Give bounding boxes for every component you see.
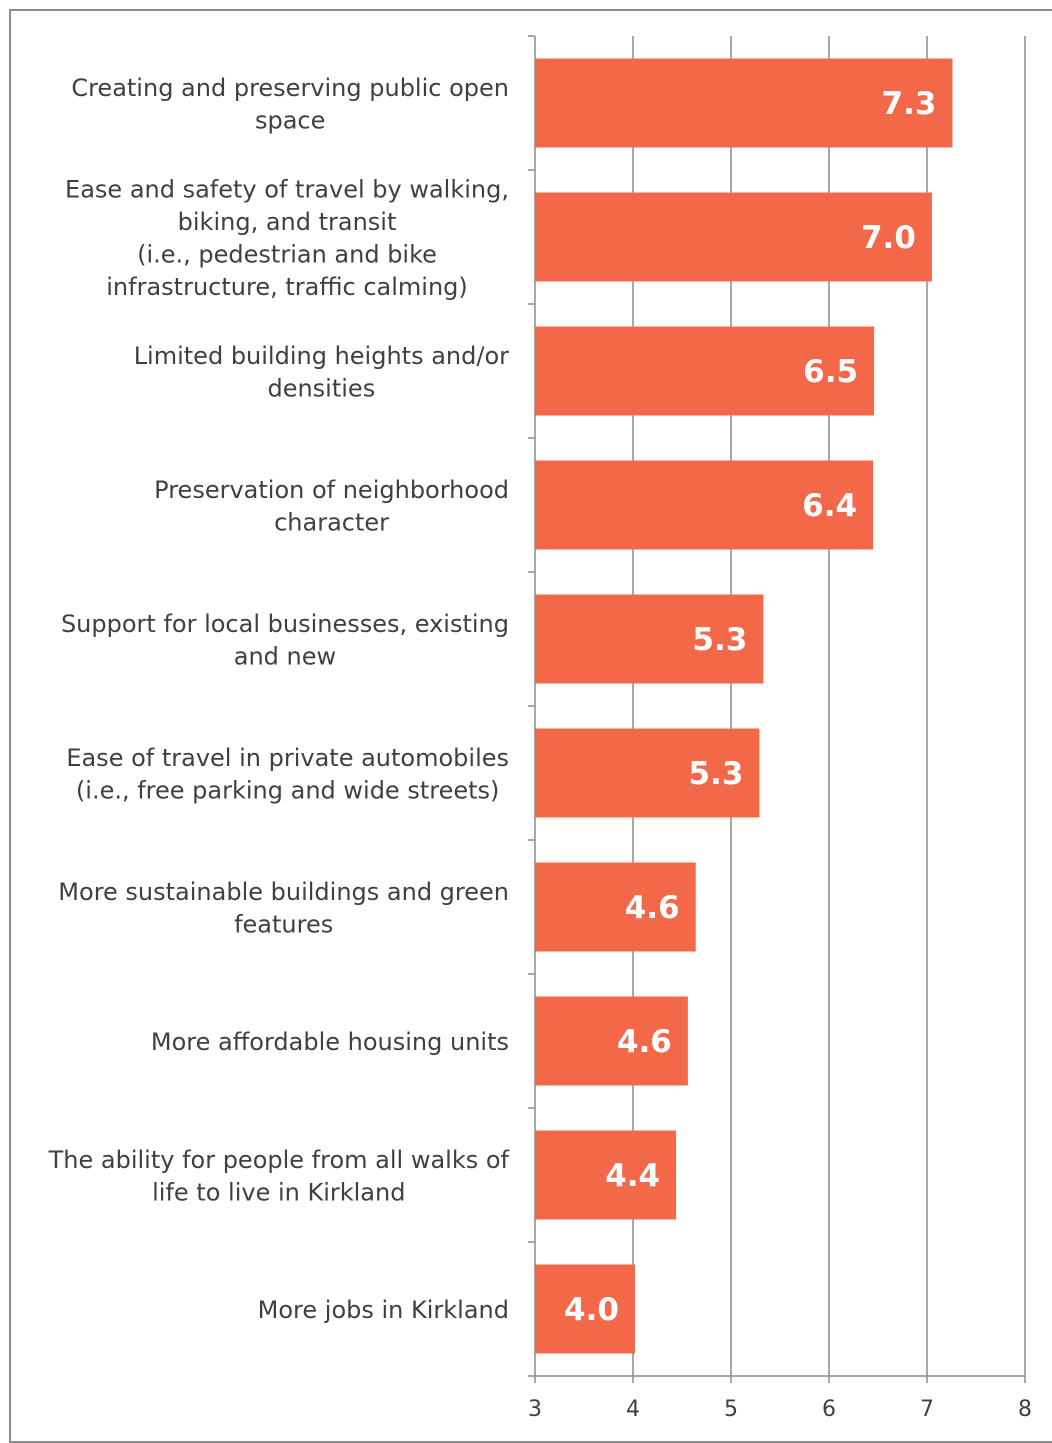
category-label: More sustainable buildings and green feat… [58, 878, 509, 939]
bar [535, 594, 764, 684]
category-label: The ability for people from all walks of… [48, 1146, 510, 1207]
bar [535, 1264, 635, 1354]
bar [535, 728, 760, 818]
data-label: 5.3 [692, 622, 747, 658]
data-label: 6.4 [802, 488, 857, 524]
bar [535, 58, 953, 148]
bar [535, 996, 688, 1086]
x-tick-label: 8 [1018, 1397, 1032, 1422]
category-label: Ease of travel in private automobiles (i.… [66, 744, 509, 805]
category-label: More jobs in Kirkland [258, 1296, 509, 1324]
bar [535, 326, 875, 416]
category-label: Creating and preserving public open space [71, 74, 509, 135]
bar [535, 1130, 677, 1220]
data-label: 7.0 [861, 220, 916, 256]
data-label: 4.4 [605, 1158, 660, 1194]
axis: 3 4 5 6 7 8 [528, 35, 1032, 1422]
labels: 7.3 Creating and preserving public open sp… [48, 74, 937, 1328]
data-label: 4.6 [625, 890, 680, 926]
data-label: 5.3 [688, 756, 743, 792]
bars [535, 58, 953, 1354]
data-label: 6.5 [803, 354, 858, 390]
x-tick-label: 6 [822, 1397, 836, 1422]
x-tick-label: 5 [724, 1397, 738, 1422]
category-label: Support for local businesses, existing an… [61, 610, 509, 671]
x-tick-label: 3 [528, 1397, 542, 1422]
category-label: Limited building heights and/or densities [134, 342, 509, 403]
x-tick-label: 4 [626, 1397, 640, 1422]
data-label: 7.3 [882, 86, 937, 122]
data-label: 4.0 [564, 1292, 619, 1328]
category-label: Preservation of neighborhood character [154, 476, 509, 537]
category-label: Ease and safety of travel by walking, bik… [65, 175, 509, 301]
bar [535, 460, 874, 550]
bar [535, 862, 696, 952]
bar [535, 192, 932, 282]
category-label: More affordable housing units [151, 1028, 509, 1056]
x-tick-label: 7 [920, 1397, 934, 1422]
data-label: 4.6 [617, 1024, 672, 1060]
